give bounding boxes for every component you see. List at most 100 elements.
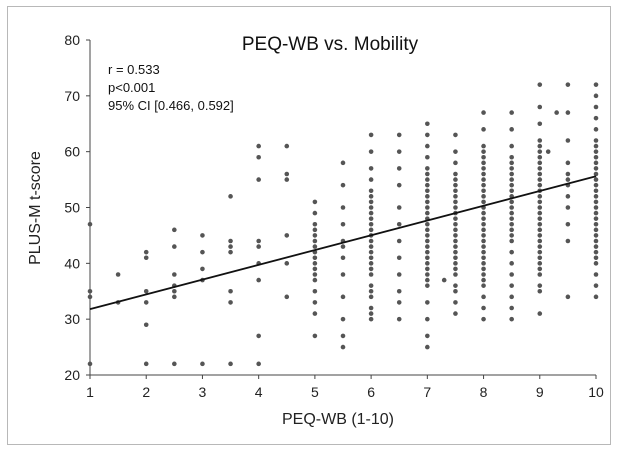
- data-point: [545, 149, 551, 154]
- data-point: [565, 160, 571, 166]
- data-point: [453, 238, 458, 244]
- data-point: [537, 227, 543, 233]
- data-point: [537, 82, 543, 87]
- x-tick-label: 3: [199, 384, 207, 400]
- data-point: [481, 255, 486, 261]
- data-point: [143, 288, 149, 294]
- data-point: [368, 316, 374, 322]
- data-point: [593, 221, 599, 227]
- data-point: [481, 210, 486, 216]
- data-point: [87, 221, 93, 227]
- data-point: [256, 361, 261, 367]
- data-point: [593, 160, 599, 166]
- data-point: [284, 233, 290, 238]
- data-point: [425, 177, 430, 182]
- data-point: [537, 104, 543, 110]
- data-point: [284, 294, 290, 300]
- data-point: [481, 221, 486, 227]
- data-point: [396, 221, 402, 227]
- annotation-p: p<0.001: [108, 80, 155, 95]
- data-point: [593, 249, 599, 255]
- data-point: [453, 311, 458, 316]
- data-point: [312, 272, 318, 277]
- data-point: [453, 244, 458, 249]
- data-point: [312, 266, 318, 272]
- data-point: [340, 221, 346, 227]
- data-point: [453, 249, 458, 255]
- data-point: [256, 277, 261, 283]
- data-point: [396, 300, 402, 305]
- x-tick-label: 2: [142, 384, 150, 400]
- data-point: [593, 127, 599, 132]
- data-point: [228, 300, 233, 305]
- data-point: [425, 316, 430, 322]
- data-point: [368, 199, 374, 205]
- data-point: [481, 233, 486, 238]
- data-point: [509, 127, 514, 132]
- data-point: [340, 205, 346, 210]
- data-point: [509, 294, 514, 300]
- y-tick-label: 30: [64, 311, 80, 327]
- data-point: [481, 283, 486, 288]
- data-point: [509, 182, 514, 188]
- data-point: [200, 361, 205, 367]
- data-point: [143, 300, 149, 305]
- x-tick-label: 10: [588, 384, 604, 400]
- data-point: [593, 227, 599, 233]
- data-point: [396, 238, 402, 244]
- data-point: [565, 82, 571, 87]
- data-point: [172, 272, 177, 277]
- data-point: [509, 177, 514, 182]
- data-point: [172, 244, 177, 249]
- data-point: [453, 272, 458, 277]
- data-point: [256, 143, 261, 149]
- data-point: [368, 261, 374, 266]
- data-point: [593, 194, 599, 199]
- data-point: [554, 110, 559, 115]
- data-point: [481, 194, 486, 199]
- data-point: [481, 316, 486, 322]
- data-point: [425, 166, 430, 171]
- data-point: [143, 249, 149, 255]
- data-point: [481, 294, 486, 300]
- data-point: [425, 132, 430, 138]
- x-tick-label: 5: [311, 384, 319, 400]
- data-point: [256, 154, 261, 160]
- data-point: [453, 288, 458, 294]
- data-point: [481, 305, 486, 311]
- x-tick-label: 6: [367, 384, 375, 400]
- data-point: [453, 188, 458, 194]
- data-point: [425, 249, 430, 255]
- data-point: [453, 233, 458, 238]
- data-point: [143, 322, 149, 328]
- x-tick-labels: 1 2 3 4 5 6 7 8 9 10: [86, 375, 604, 400]
- x-tick-label: 4: [255, 384, 263, 400]
- data-point: [537, 166, 543, 171]
- data-point: [368, 283, 374, 288]
- data-point: [115, 272, 121, 277]
- data-point: [340, 333, 346, 339]
- data-point: [481, 182, 486, 188]
- x-axis-label: PEQ-WB (1-10): [282, 411, 394, 428]
- data-point: [481, 177, 486, 182]
- data-point: [537, 233, 543, 238]
- data-point: [425, 227, 430, 233]
- data-point: [312, 210, 318, 216]
- data-point: [537, 177, 543, 182]
- data-point: [453, 182, 458, 188]
- data-point: [172, 288, 177, 294]
- data-point: [425, 277, 430, 283]
- data-point: [453, 160, 458, 166]
- data-point: [396, 132, 402, 138]
- data-point: [256, 177, 261, 182]
- data-point: [481, 160, 486, 166]
- data-point: [425, 205, 430, 210]
- data-point: [537, 143, 543, 149]
- y-tick-label: 40: [64, 255, 80, 271]
- data-point: [593, 138, 599, 143]
- data-point: [256, 238, 261, 244]
- data-point: [509, 227, 514, 233]
- data-point: [368, 205, 374, 210]
- data-point: [284, 143, 290, 149]
- data-point: [340, 160, 346, 166]
